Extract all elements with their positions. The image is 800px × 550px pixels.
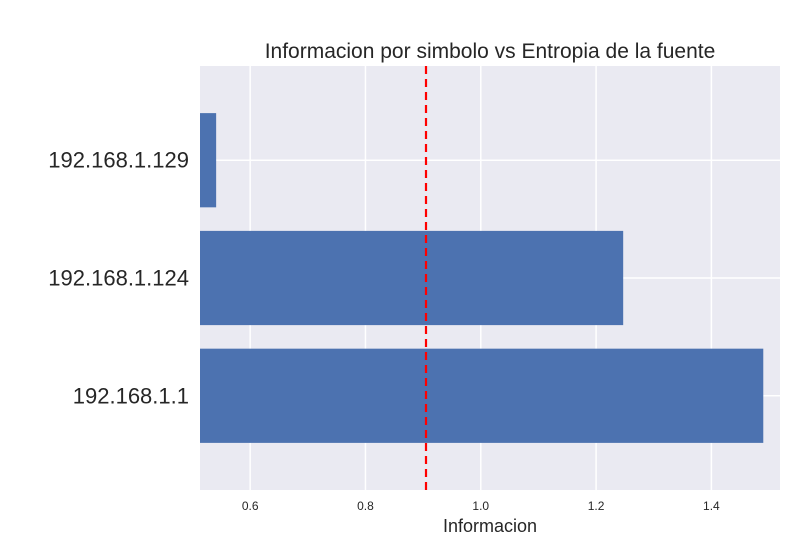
bars	[200, 113, 764, 443]
y-tick-label: 192.168.1.129	[48, 148, 189, 173]
bar-192.168.1.124	[200, 230, 624, 326]
bar-192.168.1.129	[200, 113, 217, 208]
x-tick-label: 0.8	[357, 499, 374, 513]
x-tick-labels: 0.6 0.8 1.0 1.2 1.4	[242, 499, 720, 513]
x-axis-label: Informacion	[443, 516, 537, 536]
chart-title: Informacion por simbolo vs Entropia de l…	[265, 40, 716, 63]
y-tick-labels: 192.168.1.1 192.168.1.124 192.168.1.129	[48, 148, 189, 409]
y-tick-label: 192.168.1.1	[73, 383, 189, 408]
x-tick-label: 1.2	[588, 499, 605, 513]
x-tick-label: 0.6	[242, 499, 259, 513]
x-tick-label: 1.4	[703, 499, 720, 513]
bar-192.168.1.1	[200, 348, 764, 443]
y-tick-label: 192.168.1.124	[48, 266, 189, 291]
x-tick-label: 1.0	[472, 499, 489, 513]
